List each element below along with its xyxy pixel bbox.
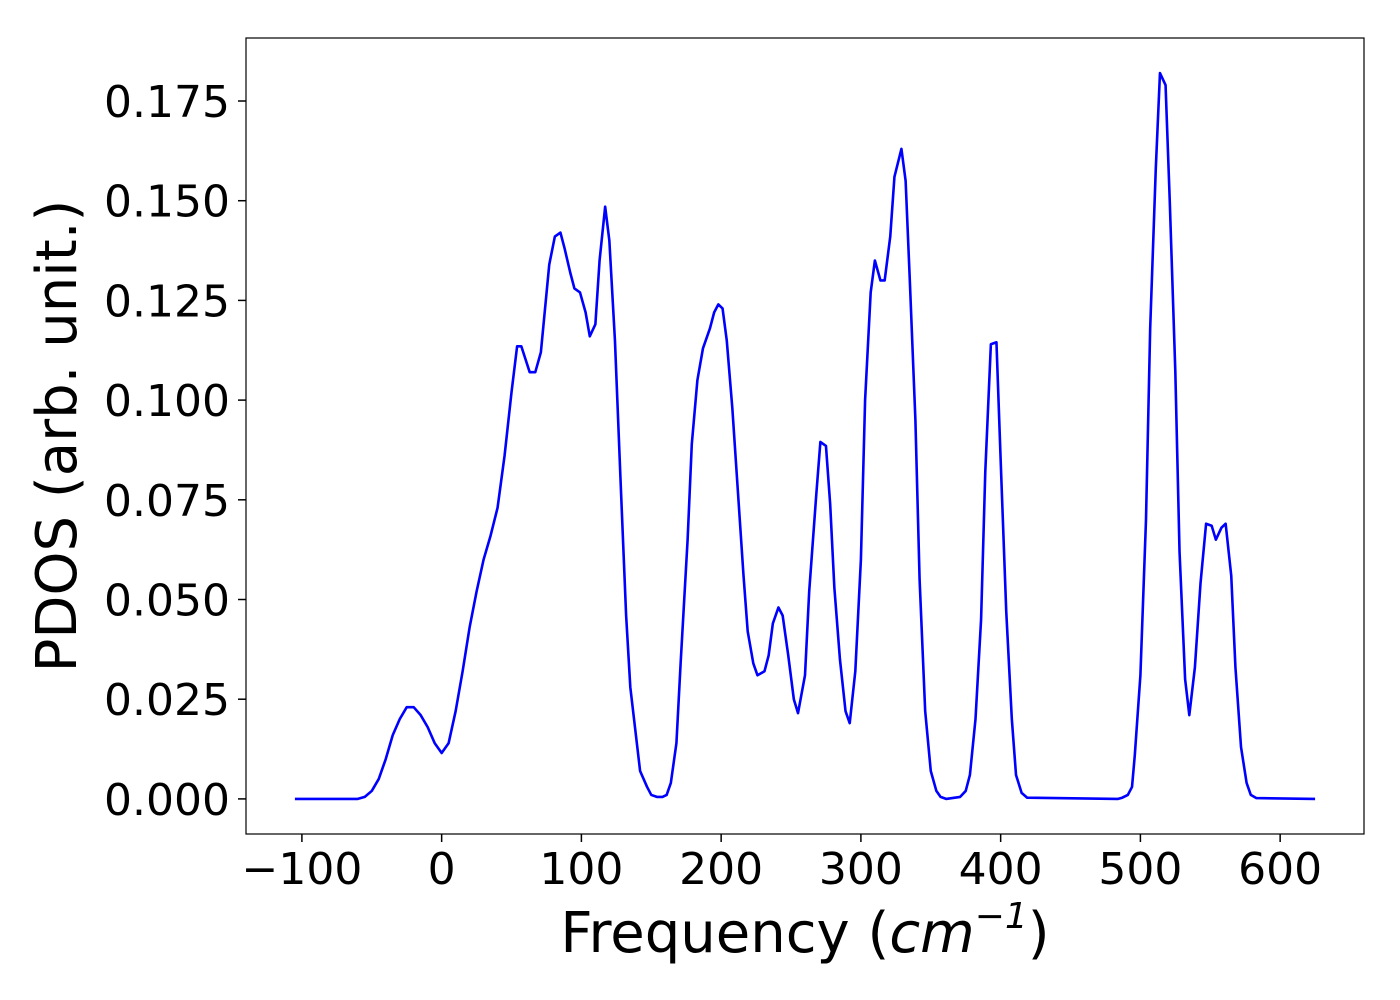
y-tick-label: 0.000 — [104, 775, 230, 826]
x-axis-label: Frequency (cm−1) — [560, 896, 1049, 966]
y-tick-label: 0.150 — [104, 177, 230, 228]
x-tick-label: −100 — [241, 844, 362, 895]
y-tick-label: 0.175 — [104, 77, 230, 128]
x-tick-label: 0 — [428, 844, 456, 895]
y-tick-label: 0.075 — [104, 476, 230, 527]
y-tick-label: 0.125 — [104, 276, 230, 327]
x-tick-label: 400 — [959, 844, 1043, 895]
plot-frame — [245, 37, 1365, 835]
x-label-part: ) — [1028, 901, 1050, 966]
x-tick-label: 200 — [679, 844, 763, 895]
x-label-part: Frequency ( — [560, 901, 889, 966]
y-tick-label: 0.025 — [104, 675, 230, 726]
y-axis-label: PDOS (arb. unit.) — [25, 200, 90, 673]
x-label-part: cm — [889, 901, 974, 966]
y-tick-label: 0.050 — [104, 576, 230, 627]
x-label-part: −1 — [975, 896, 1028, 937]
y-tick-label: 0.100 — [104, 376, 230, 427]
x-tick-label: 600 — [1238, 844, 1322, 895]
x-tick-label: 100 — [539, 844, 623, 895]
x-tick-label: 500 — [1098, 844, 1182, 895]
x-tick-label: 300 — [819, 844, 903, 895]
data-line — [294, 71, 1316, 801]
